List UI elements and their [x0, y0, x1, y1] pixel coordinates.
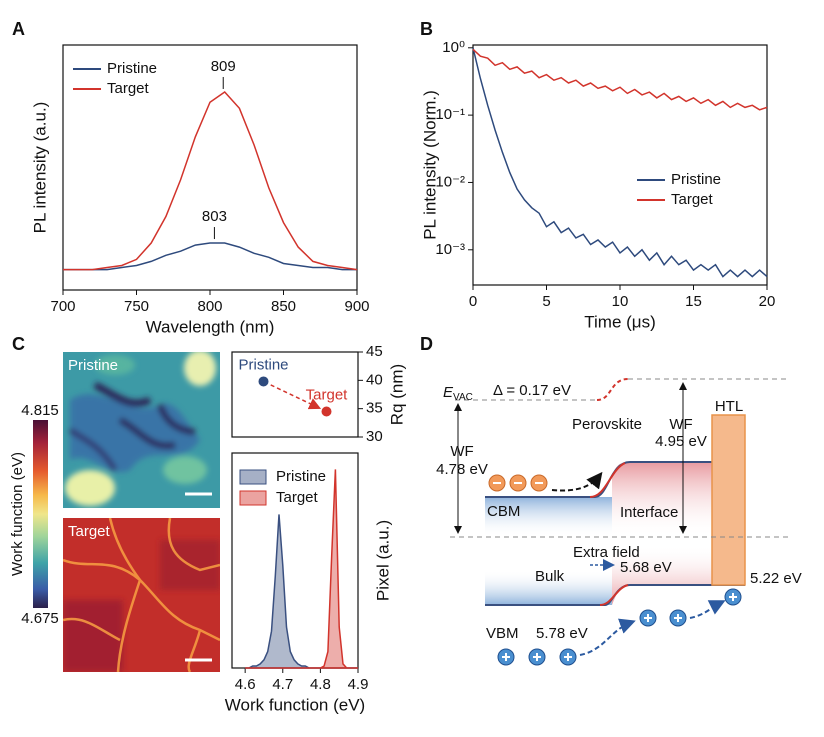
line	[472, 48, 768, 111]
cbm-label: CBM	[487, 503, 520, 520]
x-tick-label: 800	[197, 298, 222, 315]
vbm-interface-value: 5.68 eV	[620, 559, 672, 576]
legend-label: Pristine	[276, 468, 326, 485]
wf-value: 4.95 eV	[655, 433, 707, 450]
x-tick-label: 10	[612, 293, 629, 310]
point-label: Pristine	[238, 356, 288, 373]
x-tick-label: 900	[344, 298, 369, 315]
y-tick-label: 10⁰	[442, 39, 465, 56]
peak-label: 809	[211, 58, 236, 75]
evac-symbol: E	[443, 384, 454, 401]
x-tick-label: 750	[124, 298, 149, 315]
y-axis-label: Pixel (a.u.)	[373, 520, 392, 601]
x-tick-label: 5	[542, 293, 550, 310]
legend-swatch	[239, 490, 267, 506]
y-tick-label: 35	[366, 400, 383, 417]
image-label: Target	[68, 523, 111, 540]
vbm-label: VBM	[486, 625, 519, 642]
target-map	[63, 518, 220, 672]
band-diagram	[450, 378, 790, 666]
colorbar-min: 4.675	[21, 610, 59, 627]
y-axis-label: Rq (nm)	[387, 364, 406, 425]
x-tick-label: 700	[50, 298, 75, 315]
x-tick-label: 4.9	[348, 676, 369, 693]
htl-level-value: 5.22 eV	[750, 570, 802, 587]
perovskite-label: Perovskite	[572, 416, 642, 433]
y-tick-label: 10⁻¹	[435, 106, 465, 123]
x-tick-label: 20	[759, 293, 776, 310]
panel-label: C	[12, 334, 25, 354]
pristine-map	[63, 352, 220, 508]
legend-swatch	[239, 469, 267, 485]
legend-label: Pristine	[671, 171, 721, 188]
colorbar-label: Work function (eV)	[9, 452, 26, 576]
panel-label: A	[12, 19, 25, 39]
y-tick-label: 10⁻²	[435, 173, 465, 190]
peak-label: 803	[202, 208, 227, 225]
legend-label: Target	[107, 80, 150, 97]
line	[472, 47, 768, 278]
x-axis-label: Wavelength (nm)	[146, 317, 275, 336]
x-axis-label: Time (μs)	[584, 312, 656, 331]
y-tick-label: 45	[366, 343, 383, 360]
line	[63, 242, 357, 271]
wf-label: WF	[450, 443, 473, 460]
x-tick-label: 0	[469, 293, 477, 310]
line	[63, 91, 358, 271]
y-tick-label: 10⁻³	[435, 241, 465, 258]
area	[245, 469, 358, 669]
legend-label: Target	[276, 489, 319, 506]
x-tick-label: 15	[685, 293, 702, 310]
wf-label: WF	[669, 416, 692, 433]
evac-label: EVAC	[443, 384, 473, 403]
x-tick-label: 4.6	[235, 676, 256, 693]
htl-label: HTL	[715, 398, 743, 415]
y-axis-label: PL intensity (a.u.)	[30, 102, 49, 234]
point-label: Target	[306, 386, 349, 403]
colorbar	[33, 420, 48, 608]
trend-arrow	[270, 384, 322, 410]
y-tick-label: 30	[366, 428, 383, 445]
point	[321, 406, 332, 417]
plot-frame	[472, 44, 768, 286]
wf-value: 4.78 eV	[436, 461, 488, 478]
plot-frame	[231, 351, 359, 438]
vbm-bulk-value: 5.78 eV	[536, 625, 588, 642]
legend-label: Target	[671, 191, 714, 208]
y-tick-label: 40	[366, 371, 383, 388]
bulk-label: Bulk	[535, 568, 565, 585]
interface-label: Interface	[620, 504, 678, 521]
x-tick-label: 4.8	[310, 676, 331, 693]
point	[258, 376, 269, 387]
delta-label: Δ = 0.17 eV	[493, 382, 571, 399]
evac-subscript: VAC	[453, 392, 473, 403]
panel-label: D	[420, 334, 433, 354]
legend-label: Pristine	[107, 60, 157, 77]
panel-label: B	[420, 19, 433, 39]
x-tick-label: 850	[271, 298, 296, 315]
y-axis-label: PL intensity (Norm.)	[420, 90, 439, 240]
x-tick-label: 4.7	[272, 676, 293, 693]
image-label: Pristine	[68, 357, 118, 374]
colorbar-max: 4.815	[21, 402, 59, 419]
x-axis-label: Work function (eV)	[225, 695, 365, 714]
extra-field-label: Extra field	[573, 544, 640, 561]
